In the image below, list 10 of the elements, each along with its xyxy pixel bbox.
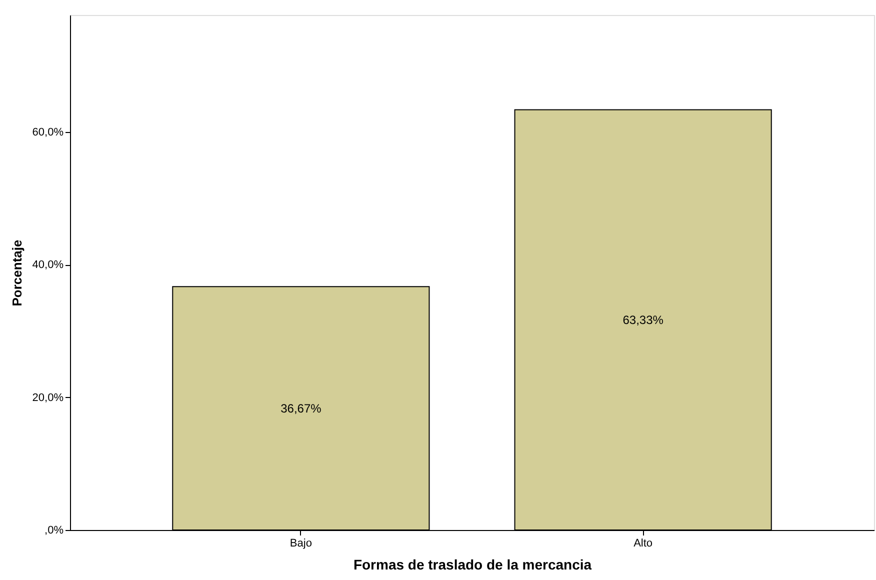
data-label: 36,67% bbox=[280, 401, 322, 416]
x-tick-label: Alto bbox=[634, 538, 653, 550]
x-axis-title: Formas de traslado de la mercancia bbox=[353, 556, 592, 572]
y-tick-label: 40,0% bbox=[32, 259, 64, 272]
data-label: 63,33% bbox=[622, 312, 664, 327]
x-tick-label: Bajo bbox=[290, 538, 312, 550]
y-axis-title: Porcentaje bbox=[9, 240, 24, 306]
y-tick-label: ,0% bbox=[44, 524, 64, 536]
y-tick-label: 20,0% bbox=[32, 392, 64, 404]
y-tick-label: 60,0% bbox=[32, 126, 64, 138]
